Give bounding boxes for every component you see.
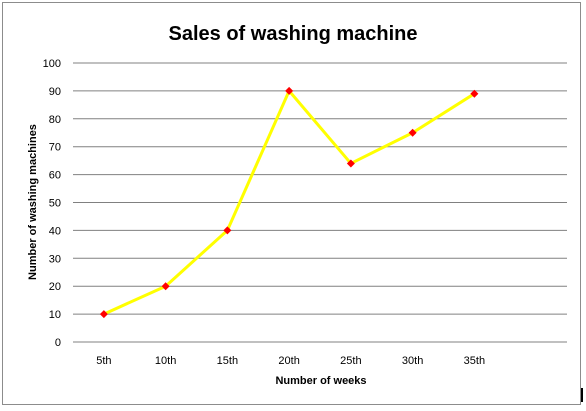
x-tick-label: 5th: [96, 355, 111, 367]
x-tick-label: 10th: [155, 355, 176, 367]
data-point: [285, 86, 294, 95]
data-point: [223, 226, 232, 235]
text-cursor: [581, 388, 583, 402]
x-tick-label: 15th: [217, 355, 238, 367]
y-tick-label: 10: [49, 309, 61, 321]
gridlines: [73, 62, 567, 343]
y-tick-label: 70: [49, 142, 61, 154]
y-tick-labels: 0 10 20 30 40 50 60 70 80 90 100: [43, 58, 61, 349]
y-tick-label: 80: [49, 114, 61, 126]
x-tick-labels: 5th 10th 15th 20th 25th 30th 35th: [96, 355, 485, 367]
data-point: [470, 89, 479, 98]
data-point: [408, 128, 417, 137]
x-tick-label: 25th: [340, 355, 361, 367]
series-group: [99, 86, 479, 319]
x-tick-label: 35th: [464, 355, 485, 367]
chart-title: Sales of washing machine: [169, 23, 418, 45]
x-tick-label: 20th: [278, 355, 299, 367]
data-point: [346, 159, 355, 168]
y-tick-label: 30: [49, 253, 61, 265]
x-axis-label: Number of weeks: [275, 375, 366, 387]
data-point: [99, 310, 108, 319]
y-tick-label: 60: [49, 170, 61, 182]
y-tick-label: 100: [43, 58, 61, 70]
y-tick-label: 50: [49, 198, 61, 210]
y-tick-label: 0: [55, 337, 61, 349]
y-axis-label: Number of washing machines: [27, 124, 39, 280]
chart-frame: [2, 2, 581, 405]
y-tick-label: 40: [49, 225, 61, 237]
data-point: [161, 282, 170, 291]
y-tick-label: 90: [49, 86, 61, 98]
y-tick-label: 20: [49, 281, 61, 293]
x-tick-label: 30th: [402, 355, 423, 367]
